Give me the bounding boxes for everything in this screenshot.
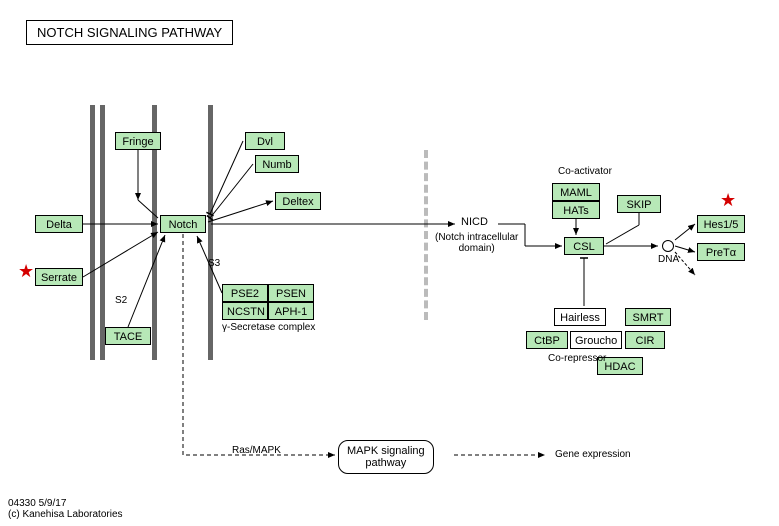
nuclear-boundary [424,150,428,320]
gene-expression-label: Gene expression [555,449,631,460]
node-pse2[interactable]: PSE2 [222,284,268,302]
star-icon: ★ [18,261,34,282]
node-fringe[interactable]: Fringe [115,132,161,150]
nicd-sublabel: (Notch intracellular domain) [435,232,518,254]
node-cir[interactable]: CIR [625,331,665,349]
s2-label: S2 [115,295,127,306]
node-hairless[interactable]: Hairless [554,308,606,326]
dna-circle [662,240,674,252]
s3-label: S3 [208,258,220,269]
footer: 04330 5/9/17 (c) Kanehisa Laboratories [8,498,123,520]
node-hes[interactable]: Hes1/5 [697,215,745,233]
membrane-bar [100,105,105,360]
node-serrate[interactable]: Serrate [35,268,83,286]
node-deltex[interactable]: Deltex [275,192,321,210]
node-hats[interactable]: HATs [552,201,600,219]
nicd-label: NICD [461,216,488,228]
node-aph1[interactable]: APH-1 [268,302,314,320]
membrane-bar [208,105,213,360]
node-preta[interactable]: PreTα [697,243,745,261]
node-csl[interactable]: CSL [564,237,604,255]
node-ncstn[interactable]: NCSTN [222,302,268,320]
node-ctbp[interactable]: CtBP [526,331,568,349]
node-tace[interactable]: TACE [105,327,151,345]
node-numb[interactable]: Numb [255,155,299,173]
node-skip[interactable]: SKIP [617,195,661,213]
coactivator-label: Co-activator [558,166,612,177]
footer-id: 04330 5/9/17 [8,498,66,509]
mapk-pathway-box: MAPK signaling pathway [338,440,434,474]
membrane-bar [90,105,95,360]
corepressor-label: Co-repressor [548,353,606,364]
node-delta[interactable]: Delta [35,215,83,233]
rasmapk-label: Ras/MAPK [232,445,281,456]
gamma-secretase-label: γ-Secretase complex [222,322,315,333]
node-psen[interactable]: PSEN [268,284,314,302]
footer-copyright: (c) Kanehisa Laboratories [8,509,123,520]
node-dvl[interactable]: Dvl [245,132,285,150]
node-maml[interactable]: MAML [552,183,600,201]
node-smrt[interactable]: SMRT [625,308,671,326]
node-groucho[interactable]: Groucho [570,331,622,349]
page-title: NOTCH SIGNALING PATHWAY [26,20,233,45]
node-notch[interactable]: Notch [160,215,206,233]
pathway-canvas: NOTCH SIGNALING PATHWAY [0,0,779,526]
star-icon: ★ [720,190,736,211]
dna-label: DNA [658,254,679,265]
